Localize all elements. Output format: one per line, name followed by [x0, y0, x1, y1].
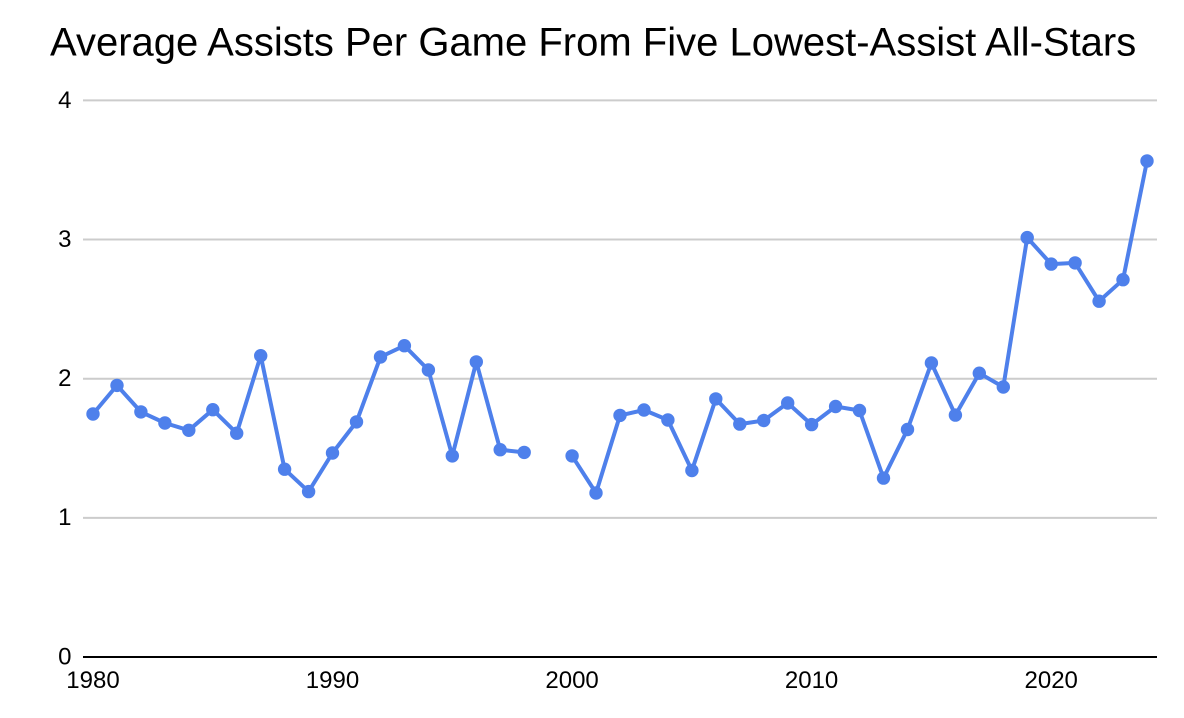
svg-text:2020: 2020 — [1025, 667, 1078, 694]
svg-text:3: 3 — [58, 226, 71, 253]
svg-text:1: 1 — [58, 504, 71, 531]
svg-text:1980: 1980 — [66, 667, 119, 694]
svg-text:2010: 2010 — [785, 667, 838, 694]
svg-text:Average Assists Per Game From: Average Assists Per Game From Five Lowes… — [50, 21, 1136, 65]
svg-text:2000: 2000 — [545, 667, 598, 694]
svg-text:2: 2 — [58, 365, 71, 392]
svg-text:0: 0 — [58, 643, 71, 670]
svg-text:4: 4 — [58, 87, 71, 114]
svg-text:1990: 1990 — [306, 667, 359, 694]
